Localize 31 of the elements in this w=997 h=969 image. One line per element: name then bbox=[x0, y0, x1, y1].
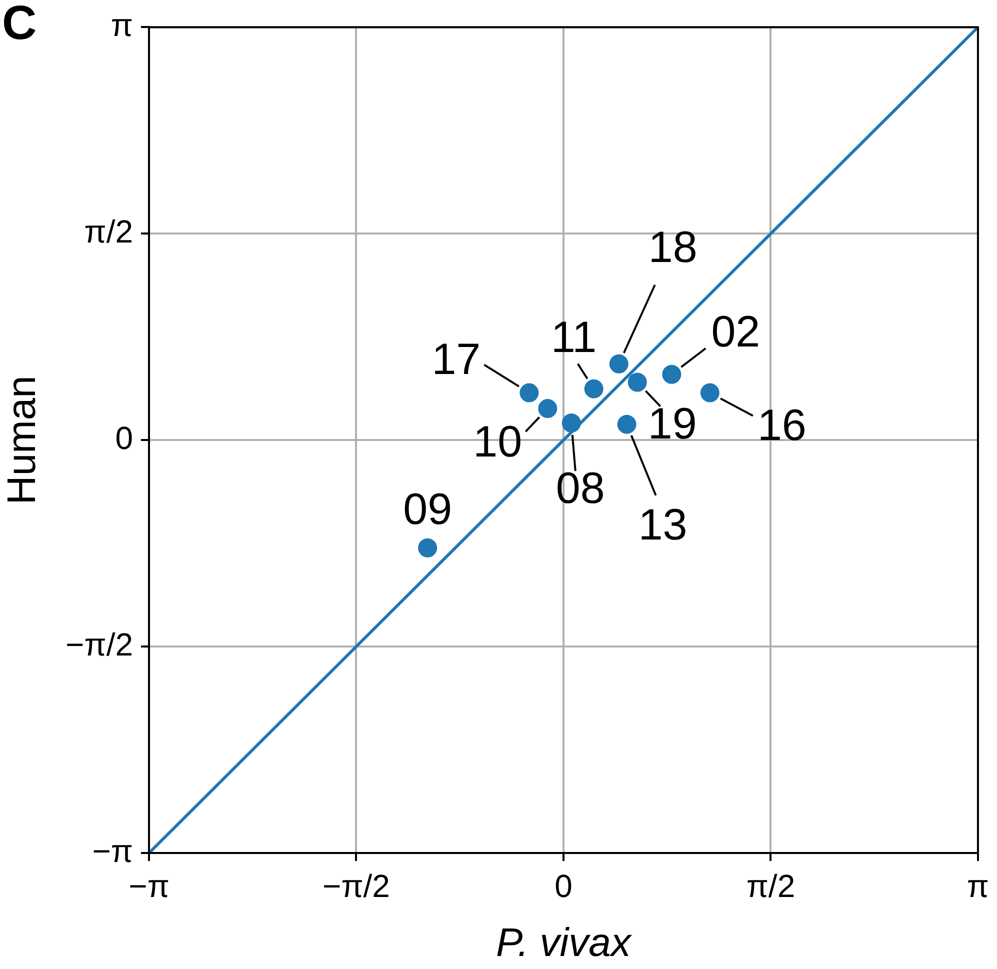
annotation: 19 bbox=[648, 399, 697, 448]
point bbox=[617, 414, 636, 434]
annotation: 10 bbox=[473, 418, 522, 467]
x-tick-label: 0 bbox=[554, 868, 572, 904]
x-axis-title: P. vivax bbox=[496, 921, 633, 966]
text: C bbox=[2, 0, 37, 50]
annotation: 02 bbox=[711, 308, 760, 357]
annotation: 08 bbox=[556, 464, 605, 514]
annotation: 09 bbox=[403, 485, 452, 534]
y-axis-title: Human bbox=[0, 376, 44, 505]
y-tick-label: π/2 bbox=[84, 213, 133, 250]
x-tick-label: π/2 bbox=[746, 868, 796, 904]
y-tick-label: 0 bbox=[115, 420, 133, 456]
point bbox=[418, 538, 438, 558]
x-tick-label: π bbox=[966, 868, 989, 904]
annotation: 17 bbox=[432, 334, 481, 384]
annotation: 11 bbox=[550, 312, 597, 362]
annotation: 18 bbox=[648, 223, 698, 272]
point bbox=[584, 379, 604, 398]
y-tick-label: −π bbox=[92, 832, 133, 869]
annotation: 16 bbox=[757, 400, 806, 450]
point bbox=[609, 354, 628, 374]
y-tick-label: π bbox=[110, 7, 133, 44]
annotation: 13 bbox=[638, 500, 688, 550]
point bbox=[538, 399, 558, 418]
point bbox=[700, 383, 720, 402]
point bbox=[520, 383, 539, 402]
y-tick-label: −π/2 bbox=[66, 626, 133, 662]
point bbox=[662, 364, 682, 384]
x-tick-label: −π/2 bbox=[322, 868, 390, 904]
point bbox=[628, 372, 647, 392]
